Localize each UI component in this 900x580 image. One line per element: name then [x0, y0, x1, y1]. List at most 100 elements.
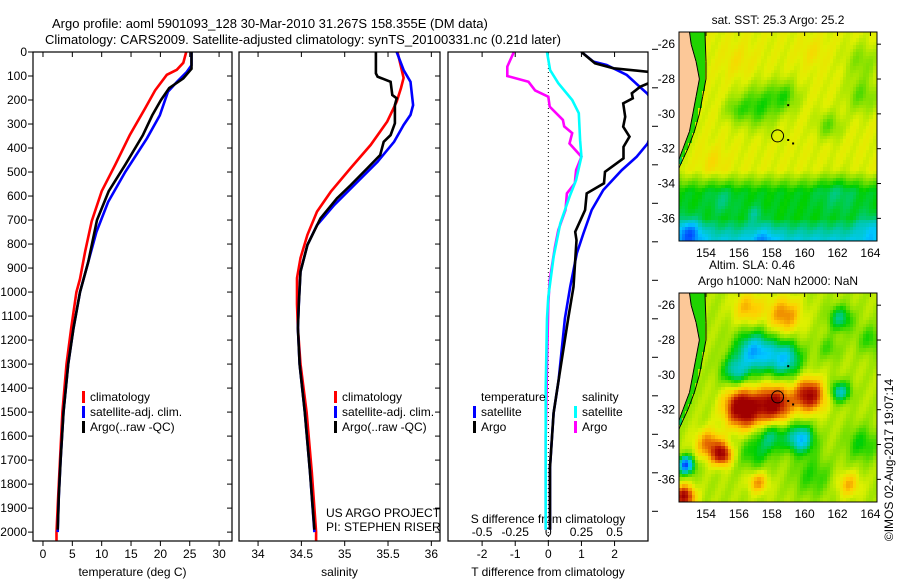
x-tick-label: 15	[124, 547, 138, 561]
x-tick-label: 2	[611, 547, 618, 561]
s-tick-label: 0.25	[570, 525, 594, 539]
sst-map	[679, 32, 877, 241]
series-temperature-satellite	[548, 52, 648, 530]
map-title: sat. SST: 25.3 Argo: 25.2	[712, 13, 845, 27]
lon-tick-label: 164	[860, 507, 880, 521]
lon-tick-label: 160	[795, 507, 815, 521]
map-title: Altim. SLA: 0.46	[709, 258, 795, 272]
x-tick-label: 34.5	[290, 547, 314, 561]
map-frame	[678, 31, 878, 242]
series-salinity-satellite	[544, 52, 583, 530]
y-tick-label: 100	[7, 69, 27, 83]
y-tick-label: 400	[7, 141, 27, 155]
legend-header: salinity	[582, 390, 619, 404]
s-axis-label: S difference from climatology	[471, 512, 626, 526]
float-track-dot	[792, 403, 795, 406]
s-tick-label: -0.5	[472, 525, 493, 539]
lat-tick-label: -28	[658, 333, 676, 347]
legend-label: climatology	[342, 390, 402, 404]
y-tick-label: 1900	[0, 501, 27, 515]
y-tick-label: 1200	[0, 333, 27, 347]
map-sst: sat. SST: 25.3 Argo: 25.2 154 156 158 160 162…	[658, 13, 881, 260]
map-frame	[678, 292, 878, 503]
y-tick-label: 2000	[0, 525, 27, 539]
legend-swatch	[574, 406, 577, 418]
y-tick-label: 0	[20, 45, 27, 59]
x-tick-label: 5	[69, 547, 76, 561]
lat-tick-label: -34	[658, 177, 676, 191]
legend-swatch	[334, 406, 337, 418]
legend-swatch	[82, 406, 85, 418]
y-tick-label: 1800	[0, 477, 27, 491]
lat-tick-label: -36	[658, 472, 676, 486]
sla-map	[679, 293, 877, 502]
y-tick-label: 900	[7, 261, 27, 275]
plot-frame	[447, 51, 649, 542]
y-tick-label: 1700	[0, 453, 27, 467]
y-tick-label: 600	[7, 189, 27, 203]
series-argo-raw-qc-	[296, 52, 399, 530]
map-sla: Altim. SLA: 0.46 Argo h1000: NaN h2000: N…	[658, 258, 881, 521]
legend-label: Argo(..raw -QC)	[90, 420, 175, 434]
x-tick-label: 30	[212, 547, 226, 561]
series-temperature-argo	[548, 52, 648, 530]
lat-tick-label: -32	[658, 142, 676, 156]
x-tick-label: -2	[477, 547, 488, 561]
lon-tick-label: 160	[795, 246, 815, 260]
map-title: Argo h1000: NaN h2000: NaN	[698, 274, 858, 288]
float-track-dot	[787, 138, 790, 141]
legend-label: satellite-adj. clim.	[342, 405, 434, 419]
plot-frame	[32, 51, 233, 542]
lon-tick-label: 162	[828, 246, 848, 260]
y-tick-label: 200	[7, 93, 27, 107]
legend-swatch	[82, 421, 85, 433]
legend-label: satellite-adj. clim.	[90, 405, 182, 419]
float-track-dot	[787, 365, 790, 368]
s-tick-label: 0.5	[606, 525, 623, 539]
y-tick-label: 1100	[1, 309, 27, 323]
x-axis-label: T difference from climatology	[471, 565, 625, 579]
x-tick-label: 20	[154, 547, 168, 561]
x-tick-label: 0	[545, 547, 552, 561]
lat-tick-label: -36	[658, 211, 676, 225]
lat-tick-label: -26	[658, 298, 676, 312]
lon-tick-label: 156	[729, 246, 749, 260]
y-tick-label: 1300	[0, 357, 27, 371]
x-tick-label: 0	[40, 547, 47, 561]
lat-tick-label: -30	[658, 368, 676, 382]
x-tick-label: -1	[510, 547, 521, 561]
project-annotation: PI: STEPHEN RISER	[326, 520, 441, 534]
y-tick-label: 300	[7, 117, 27, 131]
y-tick-label: 1000	[0, 285, 27, 299]
y-tick-label: 500	[7, 165, 27, 179]
argo-position-marker	[771, 390, 785, 404]
legend-label: Argo	[481, 420, 507, 434]
legend-header: temperature	[481, 390, 546, 404]
lon-tick-label: 156	[729, 507, 749, 521]
legend-label: satellite	[582, 405, 623, 419]
lon-tick-label: 158	[762, 246, 782, 260]
lat-tick-label: -32	[658, 403, 676, 417]
s-tick-label: -0.25	[502, 525, 530, 539]
title-line-2: Climatology: CARS2009. Satellite-adjuste…	[45, 32, 561, 47]
lon-tick-label: 158	[762, 507, 782, 521]
x-tick-label: 36	[425, 547, 439, 561]
x-tick-label: 34	[251, 547, 265, 561]
series-climatology	[55, 52, 188, 541]
lon-tick-label: 164	[860, 246, 880, 260]
legend-swatch	[473, 406, 476, 418]
lon-tick-label: 154	[696, 246, 716, 260]
x-tick-label: 35.5	[376, 547, 400, 561]
panel-salinity: 34 34.5 35 35.5 36 salinity climatologysatelli…	[238, 51, 441, 579]
x-axis-label: temperature (deg C)	[78, 565, 186, 579]
y-tick-label: 1400	[0, 381, 27, 395]
x-tick-label: 10	[95, 547, 109, 561]
y-tick-label: 1500	[0, 405, 27, 419]
panel-difference: -2 -1 0 1 2 T difference from climatology -0.5…	[447, 48, 658, 579]
legend-label: climatology	[90, 390, 150, 404]
legend-swatch	[473, 421, 476, 433]
float-track-dot	[787, 104, 790, 107]
title-line-1: Argo profile: aoml 5901093_128 30-Mar-20…	[52, 16, 488, 31]
legend-label: Argo	[582, 420, 608, 434]
